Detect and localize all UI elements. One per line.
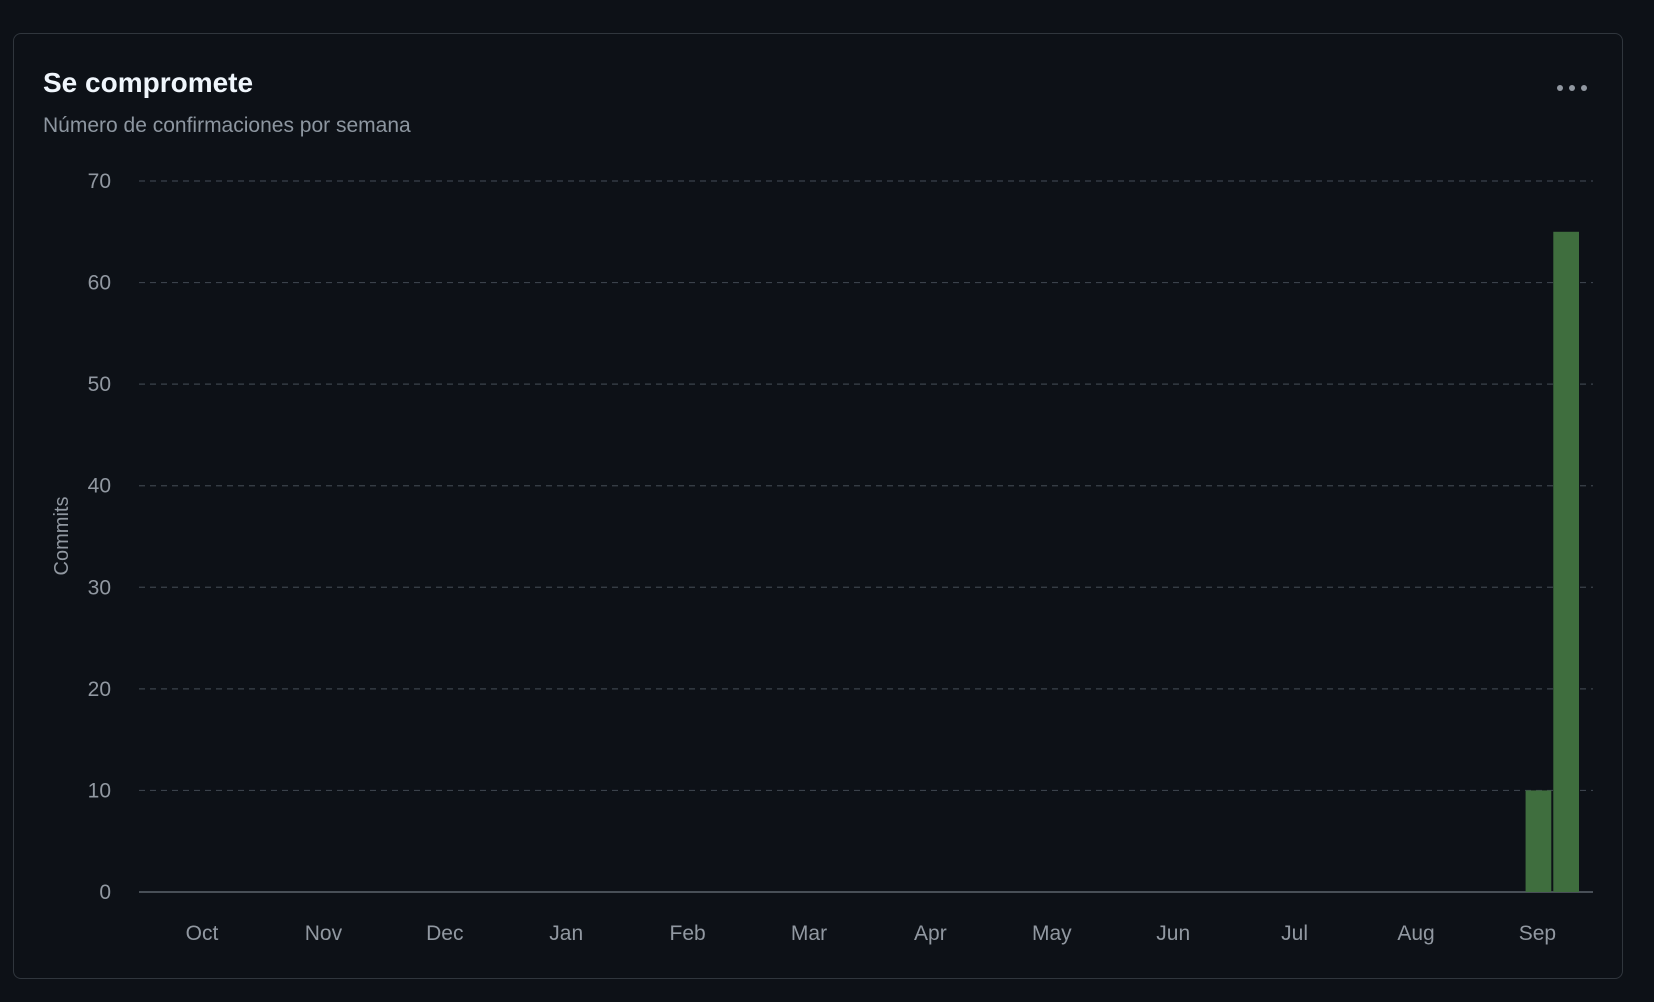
kebab-horizontal-icon — [1557, 85, 1587, 91]
card-title: Se compromete — [43, 67, 254, 98]
x-tick-label: Feb — [670, 922, 706, 945]
bars — [1525, 231, 1579, 893]
y-tick-label: 40 — [88, 475, 111, 498]
x-tick-labels: Oct Nov Dec Jan Feb Mar Apr May Jun Jul Aug Sep — [186, 922, 1556, 945]
x-tick-label: Jan — [549, 922, 583, 945]
x-tick-label: Dec — [426, 922, 463, 945]
x-tick-label: May — [1032, 922, 1072, 945]
y-tick-label: 70 — [88, 170, 111, 193]
bar[interactable] — [1553, 231, 1579, 893]
commits-card: Se compromete Número de confirmaciones p… — [13, 33, 1623, 979]
grid-lines — [139, 180, 1593, 893]
y-tick-label: 0 — [99, 881, 111, 904]
x-tick-label: Oct — [186, 922, 219, 945]
y-tick-label: 50 — [88, 373, 111, 396]
x-tick-label: Jul — [1281, 922, 1308, 945]
y-tick-label: 60 — [88, 272, 111, 295]
x-tick-label: Jun — [1156, 922, 1190, 945]
more-options-button[interactable] — [1550, 70, 1594, 106]
y-tick-label: 30 — [88, 576, 111, 599]
x-tick-label: Sep — [1519, 922, 1556, 945]
y-tick-label: 10 — [88, 779, 111, 802]
x-tick-label: Mar — [791, 922, 827, 945]
y-tick-label: 20 — [88, 678, 111, 701]
x-tick-label: Nov — [305, 922, 343, 945]
x-tick-label: Aug — [1397, 922, 1434, 945]
bar[interactable] — [1525, 790, 1552, 892]
y-tick-labels: 0 10 20 30 40 50 60 70 — [88, 170, 111, 904]
card-subtitle: Número de confirmaciones por semana — [43, 114, 411, 137]
y-axis-label: Commits — [51, 497, 73, 576]
x-tick-label: Apr — [914, 922, 947, 945]
